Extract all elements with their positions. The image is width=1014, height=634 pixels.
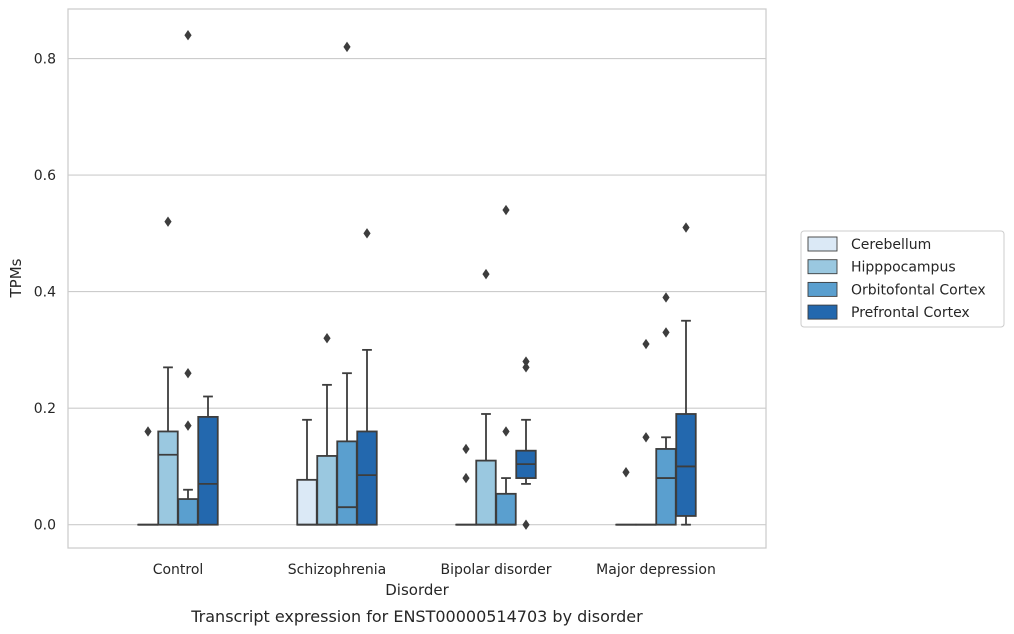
- box-iqr: [177, 498, 199, 526]
- outlier-point: [343, 41, 351, 53]
- box-plot: [515, 356, 537, 530]
- outlier-point: [482, 268, 490, 280]
- legend-label: Prefrontal Cortex: [851, 305, 970, 321]
- outlier-point: [642, 432, 650, 443]
- chart-caption: Transcript expression for ENST0000051470…: [190, 607, 643, 626]
- outlier-point: [522, 356, 530, 367]
- outlier-point: [502, 204, 510, 216]
- y-tick-label: 0.0: [34, 518, 56, 534]
- outlier-point: [522, 519, 530, 530]
- box-plot: [455, 443, 477, 526]
- box-plot: [675, 222, 697, 526]
- legend-swatch: [807, 304, 838, 320]
- box-iqr: [157, 430, 179, 526]
- y-tick-label: 0.6: [34, 168, 56, 184]
- box-iqr: [655, 448, 677, 526]
- plot-area: [67, 8, 767, 549]
- outlier-point: [622, 467, 630, 478]
- box-series: [137, 30, 697, 530]
- series-group: [197, 222, 697, 530]
- box-plot: [336, 41, 358, 526]
- outlier-point: [682, 222, 690, 233]
- x-tick-label: Major depression: [596, 562, 716, 578]
- legend-item: Prefrontal Cortex: [807, 304, 970, 321]
- y-tick-label: 0.4: [34, 285, 56, 301]
- legend-item: Hipppocampus: [807, 259, 956, 276]
- legend-swatch: [807, 281, 838, 297]
- legend-item: Orbitofontal Cortex: [807, 281, 986, 298]
- outlier-point: [323, 333, 331, 344]
- box-plot: [356, 228, 378, 526]
- outlier-point: [662, 292, 670, 303]
- outlier-point: [184, 30, 192, 41]
- box-iqr: [316, 455, 338, 526]
- box-iqr: [675, 413, 697, 517]
- outlier-point: [184, 367, 192, 379]
- legend-label: Orbitofontal Cortex: [851, 282, 986, 298]
- box-iqr: [475, 459, 497, 526]
- outlier-point: [144, 426, 152, 437]
- box-iqr: [197, 415, 219, 526]
- box-plot: [157, 216, 179, 526]
- legend-label: Cerebellum: [851, 237, 931, 253]
- outlier-point: [502, 426, 510, 437]
- outlier-point: [462, 472, 470, 484]
- legend-label: Hipppocampus: [851, 260, 956, 276]
- outlier-point: [642, 338, 650, 350]
- y-axis-title: TPMs: [7, 258, 25, 298]
- outlier-point: [662, 327, 670, 338]
- x-tick-label: Control: [153, 562, 204, 578]
- box-plot: [495, 204, 517, 526]
- box-iqr: [495, 492, 517, 526]
- series-group: [137, 418, 637, 526]
- legend-frame: [800, 230, 1005, 328]
- box-plot: [316, 333, 338, 526]
- box-plot: [197, 395, 219, 526]
- legend: Cerebellum Hipppocampus Orbitofontal Corte…: [800, 230, 1005, 328]
- legend-swatch: [807, 259, 838, 275]
- box-plot: [296, 418, 318, 526]
- outlier-point: [462, 443, 470, 455]
- box-plot: [475, 268, 497, 526]
- x-axis-ticks: Control Schizophrenia Bipolar disorder Majo…: [153, 562, 716, 578]
- y-axis-ticks: 0.0 0.2 0.4 0.6 0.8: [34, 52, 56, 534]
- legend-swatch: [807, 236, 838, 252]
- outlier-point: [363, 228, 371, 239]
- box-iqr: [296, 478, 318, 526]
- series-group: [177, 30, 677, 526]
- y-tick-label: 0.2: [34, 401, 56, 417]
- x-tick-label: Bipolar disorder: [440, 562, 551, 578]
- box-iqr: [336, 440, 358, 526]
- legend-item: Cerebellum: [807, 236, 931, 253]
- x-tick-label: Schizophrenia: [288, 562, 386, 578]
- outlier-point: [522, 362, 530, 373]
- series-group: [157, 216, 657, 526]
- x-axis-title: Disorder: [385, 581, 449, 599]
- outlier-point: [164, 216, 172, 227]
- outlier-point: [184, 420, 192, 431]
- y-tick-label: 0.8: [34, 52, 56, 68]
- box-iqr: [356, 430, 378, 526]
